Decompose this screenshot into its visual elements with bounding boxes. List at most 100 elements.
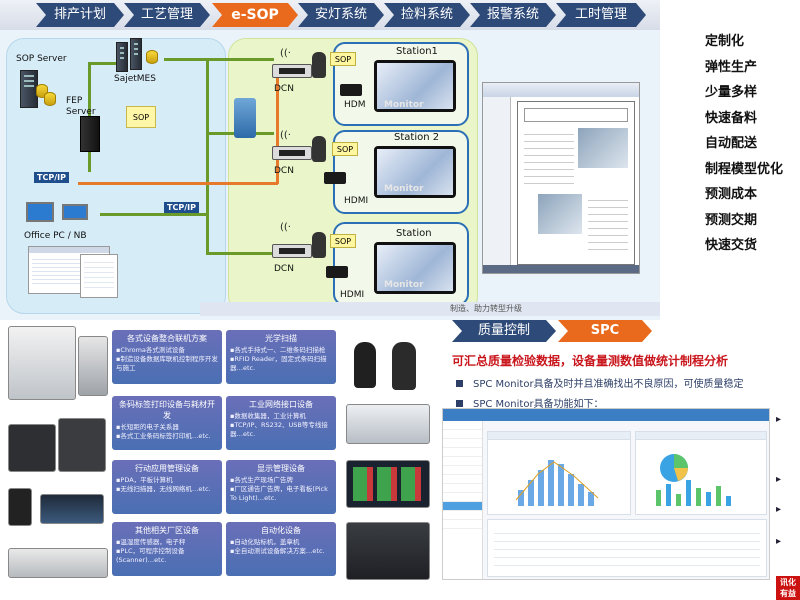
brand-logo: 讯化 有益 bbox=[776, 576, 800, 600]
monitor-label: Monitor bbox=[384, 184, 424, 194]
wifi-icon: ((· bbox=[280, 130, 291, 141]
notebook-icon bbox=[62, 204, 88, 220]
hw-card-desc: ▪温湿度传感器，电子秤 ▪PLC，可程序控制设备(Scanner)…etc. bbox=[116, 538, 186, 564]
dcn-label: DCN bbox=[274, 264, 294, 274]
pda-image bbox=[8, 488, 32, 526]
hw-card-mobile: 行动应用管理设备 ▪PDA，平板计算机 ▪无线扫描器，无线网络机…etc. bbox=[112, 460, 222, 514]
feature-item: 自动配送 bbox=[705, 136, 758, 151]
office-pc-icon bbox=[26, 202, 54, 222]
hw-card-desc: ▪各式生产现场广告牌 ▪厂区通告广告牌，电子看板(Pick To Light)…… bbox=[230, 476, 328, 502]
nav-tab-esop[interactable]: e-SOP bbox=[212, 3, 298, 27]
database-icon bbox=[44, 92, 56, 106]
sop-tag: SOP bbox=[330, 52, 356, 66]
access-point-icon bbox=[234, 98, 256, 138]
station-monitor bbox=[374, 146, 456, 198]
mes-server-icon bbox=[130, 38, 142, 70]
hdmi-label: HDM bbox=[344, 100, 366, 110]
test-equipment-image bbox=[8, 326, 76, 400]
dcn-device-icon bbox=[272, 244, 312, 258]
test-rack-image bbox=[78, 336, 108, 396]
tablet-image bbox=[40, 494, 104, 524]
cropped-bullet: ▸ bbox=[776, 414, 782, 425]
wifi-icon: ((· bbox=[280, 222, 291, 233]
nav-tab-worktime[interactable]: 工时管理 bbox=[556, 3, 646, 27]
cropped-bullet: ▸ bbox=[776, 474, 782, 485]
network-line bbox=[88, 62, 120, 65]
dcn-device-icon bbox=[272, 146, 312, 160]
spc-pie-chart bbox=[635, 431, 767, 515]
feature-item: 少量多样 bbox=[705, 85, 758, 100]
nav-tab-process[interactable]: 工艺管理 bbox=[124, 3, 210, 27]
handheld-scanner-image bbox=[348, 338, 428, 394]
hw-card-desc: ▪PDA，平板计算机 ▪无线扫描器，无线网络机…etc. bbox=[116, 476, 211, 493]
cropped-bullet: ▸ bbox=[776, 536, 782, 547]
barcode-scanner-icon bbox=[312, 52, 326, 78]
diagram-footer: 制造、助力转型升级 bbox=[200, 302, 660, 316]
sop-tag: SOP bbox=[332, 142, 358, 156]
barcode-scanner-icon bbox=[312, 232, 326, 258]
hw-card-title: 自动化设备 bbox=[261, 526, 301, 535]
hw-card-title: 工业网络接口设备 bbox=[249, 400, 313, 409]
label-printer-image bbox=[58, 418, 106, 472]
cropped-bullet: ▸ bbox=[776, 504, 782, 515]
fep-server-icon bbox=[80, 116, 100, 152]
nav-tab-alarm[interactable]: 报警系统 bbox=[470, 3, 556, 27]
office-pc-label: Office PC / NB bbox=[24, 231, 87, 241]
hw-card-desc: ▪各式手持式一、二维条码扫描枪 ▪RFID Reader，固定式条码扫描器…et… bbox=[230, 346, 327, 372]
feature-item: 预测成本 bbox=[705, 187, 758, 202]
spc-headline: 可汇总质量检验数据，设备量测数值做统计制程分析 bbox=[452, 354, 729, 368]
hw-card-automation: 自动化设备 ▪自动化贴标机，盖章机 ▪全自动测试设备解决方案…etc. bbox=[226, 522, 336, 576]
station-monitor bbox=[374, 60, 456, 112]
office-app-screenshot bbox=[80, 254, 118, 298]
top-nav: 排产计划 工艺管理 e-SOP 安灯系统 捡料系统 报警系统 工时管理 bbox=[0, 0, 660, 30]
nav-tab-spc[interactable]: SPC bbox=[558, 320, 652, 342]
sop-document-icon: SOP bbox=[126, 106, 156, 128]
station-monitor bbox=[374, 242, 456, 294]
barcode-scanner-icon bbox=[312, 136, 326, 162]
hw-card-desc: ▪Chroma各式测试设备 ▪制造设备数据库联机控制程序开发与施工 bbox=[116, 346, 218, 372]
spc-bullet: SPC Monitor具备功能如下： bbox=[456, 395, 604, 410]
tcpip-line bbox=[276, 76, 279, 184]
hw-card-title: 条码标签打印设备与耗材开发 bbox=[119, 400, 215, 420]
fep-server-label: FEP Server bbox=[66, 96, 96, 117]
spc-bullet: SPC Monitor具备及时并且准确找出不良原因，可使质量稳定 bbox=[456, 375, 744, 390]
hw-card-printing: 条码标签打印设备与耗材开发 ▪长短距的电子关系器 ▪各式工业条码标签打印机…et… bbox=[112, 396, 222, 450]
nav-tab-picking[interactable]: 捡料系统 bbox=[384, 3, 470, 27]
nav-tab-scheduling[interactable]: 排产计划 bbox=[36, 3, 124, 27]
hw-card-network: 工业网络接口设备 ▪数据收集器，工业计算机 ▪TCP/IP、RS232、USB等… bbox=[226, 396, 336, 450]
display-board-image bbox=[346, 460, 430, 508]
network-device-image bbox=[346, 404, 430, 444]
hdmi-label: HDMI bbox=[340, 290, 365, 300]
industrial-pc-image bbox=[346, 522, 430, 580]
spc-app-sidebar bbox=[443, 421, 483, 579]
hw-card-scanning: 光学扫描 ▪各式手持式一、二维条码扫描枪 ▪RFID Reader，固定式条码扫… bbox=[226, 330, 336, 384]
feature-item: 定制化 bbox=[705, 34, 745, 49]
hw-card-other: 其他相关厂区设备 ▪温湿度传感器，电子秤 ▪PLC，可程序控制设备(Scanne… bbox=[112, 522, 222, 576]
monitor-label: Monitor bbox=[384, 280, 424, 290]
hw-card-equipment: 各式设备整合联机方案 ▪Chroma各式测试设备 ▪制造设备数据库联机控制程序开… bbox=[112, 330, 222, 384]
nav-tab-andon[interactable]: 安灯系统 bbox=[298, 3, 384, 27]
hw-card-title: 行动应用管理设备 bbox=[135, 464, 199, 473]
hw-card-desc: ▪长短距的电子关系器 ▪各式工业条码标签打印机…etc. bbox=[116, 423, 211, 440]
sajetmes-label: SajetMES bbox=[114, 74, 156, 84]
spc-nav: 质量控制 SPC bbox=[452, 320, 657, 344]
sop-server-label: SOP Server bbox=[16, 54, 67, 64]
hw-card-display: 显示管理设备 ▪各式生产现场广告牌 ▪厂区通告广告牌，电子看板(Pick To … bbox=[226, 460, 336, 514]
network-line bbox=[100, 213, 209, 216]
viewer-sop-page bbox=[517, 101, 635, 265]
spc-app-topbar bbox=[443, 409, 769, 421]
spc-bullet-text: SPC Monitor具备及时并且准确找出不良原因，可使质量稳定 bbox=[473, 379, 744, 390]
viewer-statusbar bbox=[483, 265, 639, 273]
feature-item: 快速备料 bbox=[705, 110, 758, 126]
sensor-device-image bbox=[8, 548, 108, 578]
hdmi-box-icon bbox=[326, 266, 348, 278]
feature-item: 预测交期 bbox=[705, 212, 758, 228]
nav-tab-quality[interactable]: 质量控制 bbox=[452, 320, 556, 342]
sop-server-icon bbox=[20, 70, 38, 108]
spc-bar-chart bbox=[487, 431, 631, 515]
station-1-title: Station1 bbox=[396, 46, 438, 57]
dcn-label: DCN bbox=[274, 166, 294, 176]
spc-bar-chart-graphic bbox=[515, 460, 599, 506]
hdmi-box-icon bbox=[324, 172, 346, 184]
monitor-label: Monitor bbox=[384, 100, 424, 110]
